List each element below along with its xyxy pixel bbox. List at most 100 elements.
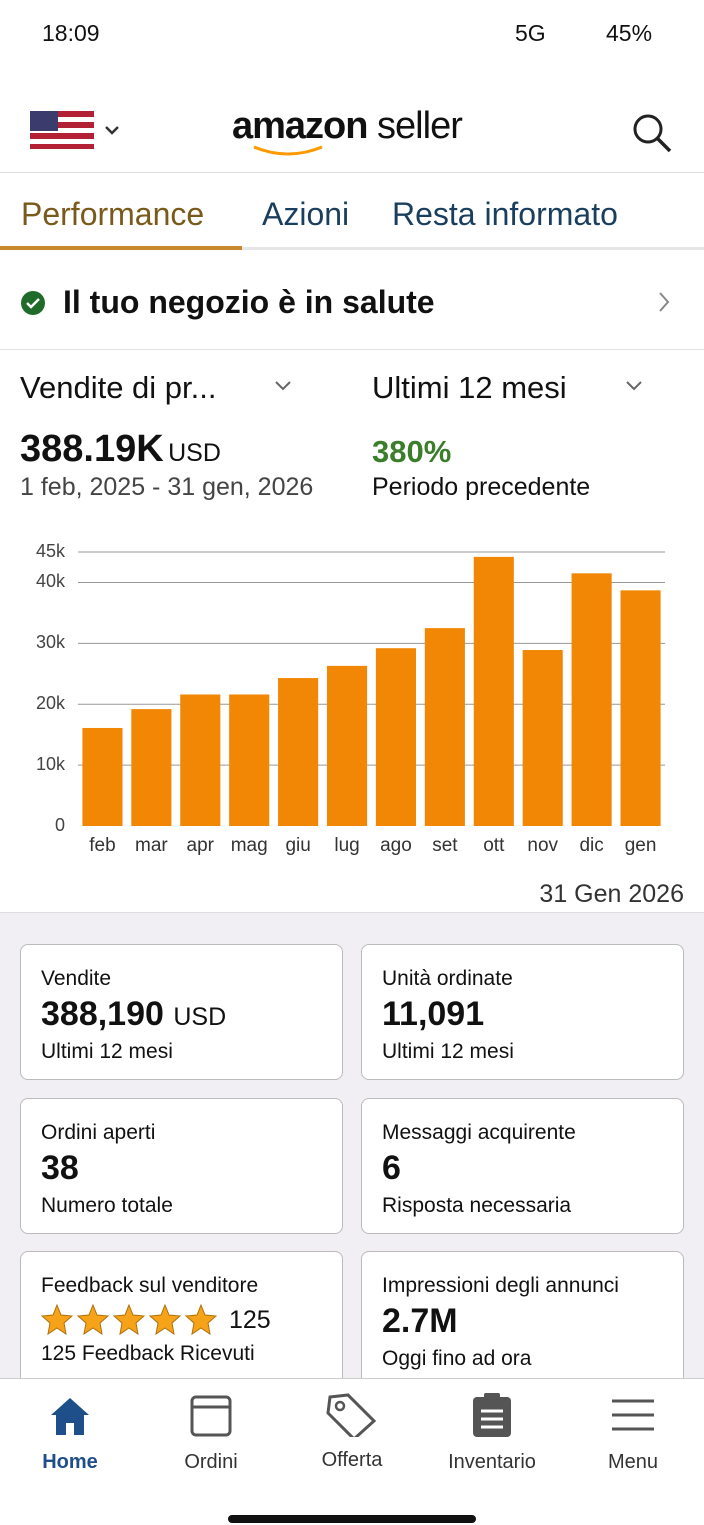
card-value: 2.7M xyxy=(382,1302,458,1340)
period-selector[interactable]: Ultimi 12 mesi xyxy=(372,370,567,405)
chevron xyxy=(659,292,670,312)
dropdown xyxy=(626,381,642,391)
card-title: Ordini aperti xyxy=(41,1121,156,1144)
check-icon xyxy=(21,291,45,315)
chart-date: 31 Gen 2026 xyxy=(539,880,684,908)
card-value: 125 xyxy=(229,1305,271,1334)
x-tick-label: ott xyxy=(483,835,505,856)
logo-smile xyxy=(253,145,323,156)
date-range: 1 feb, 2025 - 31 gen, 2026 xyxy=(20,473,314,501)
nav-item[interactable]: Home xyxy=(0,1379,140,1474)
card-subtitle: Ultimi 12 mesi xyxy=(41,1040,173,1063)
card-subtitle: Oggi fino ad ora xyxy=(382,1347,532,1370)
y-tick-label: 45k xyxy=(36,541,66,561)
card-title: Messaggi acquirente xyxy=(382,1121,576,1144)
bar xyxy=(522,650,563,826)
nav-item[interactable]: Ordini xyxy=(141,1379,281,1474)
x-tick-label: mar xyxy=(135,835,168,856)
x-tick-label: ago xyxy=(380,835,412,856)
card-value: 38 xyxy=(41,1149,79,1187)
card[interactable]: Messaggi acquirente 6 Risposta necessari… xyxy=(361,1098,684,1234)
currency: USD xyxy=(168,439,221,467)
bar xyxy=(424,628,465,826)
brand: amazon xyxy=(232,105,368,147)
health-row[interactable]: Il tuo negozio è in salute xyxy=(0,250,704,350)
x-tick-label: set xyxy=(432,835,458,856)
x-tick-label: feb xyxy=(89,835,115,856)
bar xyxy=(82,727,123,826)
card-subtitle: 125 Feedback Ricevuti xyxy=(41,1342,255,1365)
tab[interactable]: Azioni xyxy=(262,196,350,232)
total: 388.19K USD xyxy=(20,428,221,471)
x-tick-label: nov xyxy=(527,835,558,856)
bar xyxy=(229,694,270,826)
nav-label: Ordini xyxy=(184,1451,238,1473)
metric-selector[interactable]: Vendite di pr... xyxy=(20,370,217,405)
x-tick-label: lug xyxy=(334,835,359,856)
card[interactable]: Vendite 388,190 USD Ultimi 12 mesi xyxy=(20,944,343,1080)
nav-item[interactable]: Inventario xyxy=(422,1379,562,1474)
stars xyxy=(41,1304,218,1336)
x-tick-label: gen xyxy=(625,835,657,856)
card-title: Feedback sul venditore xyxy=(41,1274,259,1297)
bar xyxy=(571,573,612,826)
card-value: 11,091 xyxy=(382,995,485,1033)
status-bar: 18:09 5G 45% xyxy=(0,0,704,65)
bottom-nav: Home Ordini Offerta Inventario Menu xyxy=(0,1378,704,1525)
card-subtitle: Risposta necessaria xyxy=(382,1194,572,1217)
nav-item[interactable]: Menu xyxy=(563,1379,703,1474)
card-value-text: 388,190 xyxy=(41,995,164,1033)
cards-area: Vendite 388,190 USD Ultimi 12 mesi Unità… xyxy=(0,912,704,1411)
nav-label: Menu xyxy=(607,1451,659,1473)
tab-indicator xyxy=(0,246,242,250)
tab[interactable]: Resta informato xyxy=(392,196,618,232)
rating: 125 xyxy=(41,1304,322,1336)
bar xyxy=(278,678,319,826)
health-text: Il tuo negozio è in salute xyxy=(63,284,435,320)
nav-item[interactable]: Offerta xyxy=(282,1379,422,1472)
change-label: Periodo precedente xyxy=(372,473,591,501)
bar xyxy=(620,590,661,826)
card-unit: USD xyxy=(173,1003,227,1031)
inventory-icon xyxy=(473,1393,511,1437)
logo: amazon seller xyxy=(232,105,463,148)
bar xyxy=(131,709,172,826)
orders-icon xyxy=(190,1395,232,1437)
bar xyxy=(326,665,368,826)
card[interactable]: Ordini aperti 38 Numero totale xyxy=(20,1098,343,1234)
y-tick-label: 0 xyxy=(55,815,65,835)
country-selector[interactable] xyxy=(30,111,126,151)
battery: 45% xyxy=(606,20,653,46)
x-tick-label: mag xyxy=(231,835,268,856)
offer-icon xyxy=(326,1393,377,1442)
y-tick-label: 30k xyxy=(36,632,66,652)
y-tick-label: 40k xyxy=(36,571,66,591)
card-title: Unità ordinate xyxy=(382,967,513,990)
card-title: Vendite xyxy=(41,967,112,990)
tab[interactable]: Performance xyxy=(21,196,205,232)
card-value: 6 xyxy=(382,1149,401,1187)
menu-icon xyxy=(612,1399,654,1431)
bar xyxy=(180,694,221,826)
header: amazon seller xyxy=(0,65,704,173)
y-tick-label: 10k xyxy=(36,754,66,774)
total-value: 388.19K xyxy=(20,428,164,470)
home-indicator xyxy=(228,1515,476,1523)
brand-suffix: seller xyxy=(377,105,463,147)
network: 5G xyxy=(515,20,546,46)
change: 380% xyxy=(372,434,452,469)
time: 18:09 xyxy=(42,20,100,46)
x-tick-label: giu xyxy=(285,835,310,856)
bar xyxy=(473,556,514,826)
card-value: 388,190 USD xyxy=(41,995,322,1034)
search-icon[interactable] xyxy=(630,111,674,155)
card[interactable]: Unità ordinate 11,091 Ultimi 12 mesi xyxy=(361,944,684,1080)
card-subtitle: Numero totale xyxy=(41,1194,173,1217)
x-tick-label: dic xyxy=(579,835,603,856)
x-tick-label: apr xyxy=(187,835,215,856)
card-title: Impressioni degli annunci xyxy=(382,1274,619,1297)
card-subtitle: Ultimi 12 mesi xyxy=(382,1040,514,1063)
home-icon xyxy=(51,1398,89,1435)
